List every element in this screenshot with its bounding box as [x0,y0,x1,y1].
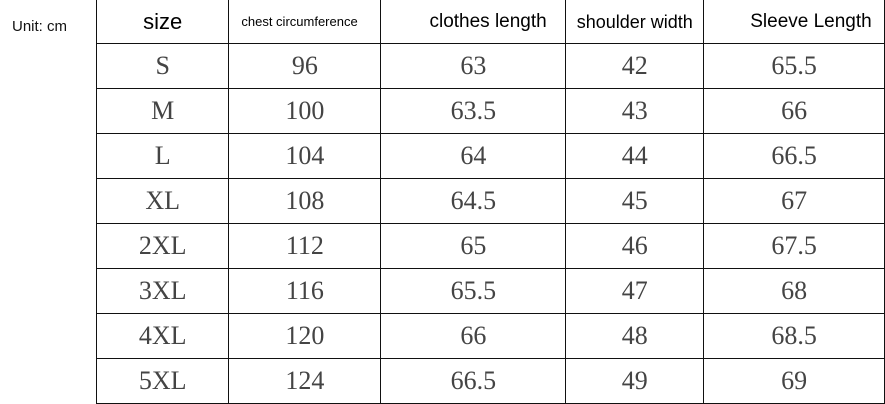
cell-length: 66.5 [380,358,567,404]
cell-chest: 100 [228,88,382,134]
header-shoulder: shoulder width [565,0,705,44]
cell-shoulder: 49 [565,358,705,404]
table-row: 2XL 112 65 46 67.5 [95,223,885,269]
cell-sleeve: 66.5 [703,133,885,179]
header-chest: chest circumference [228,0,382,44]
cell-sleeve: 69 [703,358,885,404]
cell-chest: 108 [228,178,382,224]
cell-sleeve: 67.5 [703,223,885,269]
cell-size: 5XL [95,358,230,404]
cell-shoulder: 47 [565,268,705,314]
cell-chest: 124 [228,358,382,404]
cell-chest: 112 [228,223,382,269]
cell-sleeve: 66 [703,88,885,134]
cell-chest: 120 [228,313,382,359]
header-row: size chest circumference clothes length … [95,0,885,44]
cell-size: M [95,88,230,134]
cell-sleeve: 68 [703,268,885,314]
header-size: size [95,0,230,44]
table-row: 5XL 124 66.5 49 69 [95,358,885,404]
cell-size: L [95,133,230,179]
cell-chest: 104 [228,133,382,179]
cell-length: 63.5 [380,88,567,134]
cell-length: 64 [380,133,567,179]
header-length: clothes length [380,0,567,44]
cell-chest: 116 [228,268,382,314]
cell-size: 2XL [95,223,230,269]
header-sleeve: Sleeve Length [703,0,885,44]
table-row: 3XL 116 65.5 47 68 [95,268,885,314]
cell-shoulder: 42 [565,43,705,89]
table-row: XL 108 64.5 45 67 [95,178,885,224]
size-chart-table: size chest circumference clothes length … [95,0,885,404]
table-row: L 104 64 44 66.5 [95,133,885,179]
cell-sleeve: 68.5 [703,313,885,359]
cell-length: 66 [380,313,567,359]
unit-label: Unit: cm [12,18,68,35]
cell-size: 3XL [95,268,230,314]
cell-shoulder: 46 [565,223,705,269]
cell-size: S [95,43,230,89]
cell-chest: 96 [228,43,382,89]
cell-length: 63 [380,43,567,89]
cell-size: XL [95,178,230,224]
table-row: M 100 63.5 43 66 [95,88,885,134]
cell-shoulder: 45 [565,178,705,224]
table-row: 4XL 120 66 48 68.5 [95,313,885,359]
cell-shoulder: 48 [565,313,705,359]
cell-shoulder: 43 [565,88,705,134]
table-row: S 96 63 42 65.5 [95,43,885,89]
cell-size: 4XL [95,313,230,359]
cell-length: 65 [380,223,567,269]
cell-sleeve: 65.5 [703,43,885,89]
cell-length: 64.5 [380,178,567,224]
cell-shoulder: 44 [565,133,705,179]
cell-length: 65.5 [380,268,567,314]
cell-sleeve: 67 [703,178,885,224]
